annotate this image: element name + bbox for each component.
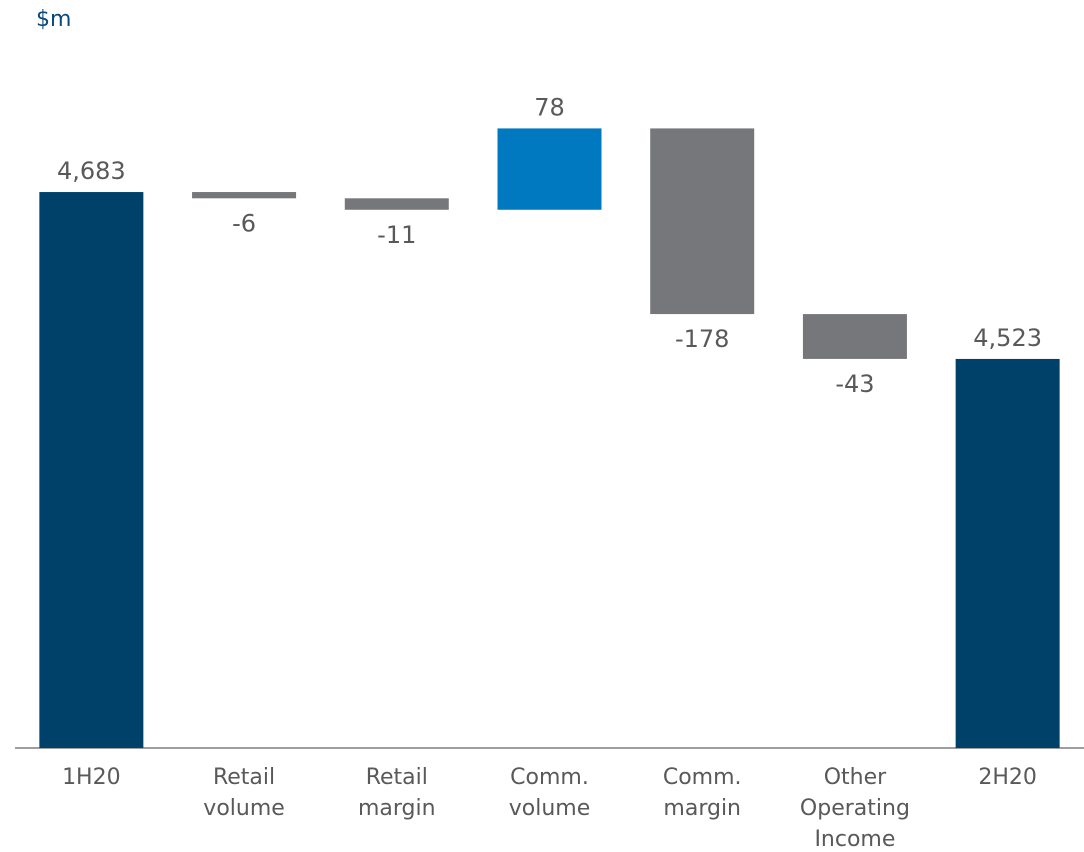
bar — [802, 314, 907, 359]
value-label: -178 — [675, 325, 729, 353]
x-tick-label: Comm. volume — [508, 765, 591, 821]
x-tick-label: Comm. margin — [662, 765, 742, 821]
bar — [344, 198, 449, 210]
bar — [650, 128, 755, 315]
value-label: -6 — [232, 209, 256, 237]
value-label: 78 — [534, 93, 565, 121]
bar — [39, 192, 144, 749]
unit-label: $m — [36, 7, 71, 32]
x-tick-label: 1H20 — [62, 765, 121, 790]
bar — [192, 192, 297, 199]
x-tick-label: Other Operating Income — [799, 765, 910, 852]
x-tick-label: Retail margin — [357, 765, 436, 821]
x-tick-label: 2H20 — [978, 765, 1037, 790]
value-label: -11 — [377, 221, 416, 249]
value-label: 4,523 — [973, 324, 1042, 352]
bar — [955, 358, 1060, 748]
x-tick-label: Retail volume — [203, 765, 285, 821]
value-label: 4,683 — [57, 157, 126, 185]
value-label: -43 — [835, 370, 874, 398]
bar — [497, 128, 602, 210]
